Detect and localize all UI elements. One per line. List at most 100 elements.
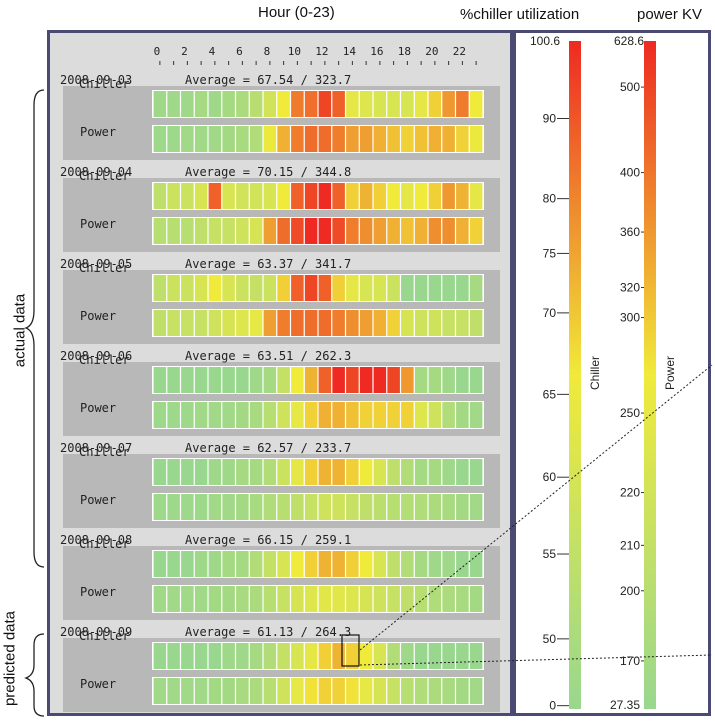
power-cell[interactable] bbox=[359, 218, 373, 244]
chiller-cell[interactable] bbox=[277, 643, 290, 669]
chiller-cell[interactable] bbox=[414, 459, 428, 485]
power-cell[interactable] bbox=[332, 402, 345, 428]
power-cell[interactable] bbox=[359, 310, 373, 336]
chiller-cell[interactable] bbox=[236, 91, 249, 117]
power-cell[interactable] bbox=[469, 402, 483, 428]
power-cell[interactable] bbox=[181, 310, 194, 336]
chiller-cell[interactable] bbox=[181, 551, 194, 577]
chiller-cell[interactable] bbox=[332, 459, 345, 485]
power-cell[interactable] bbox=[263, 126, 277, 152]
chiller-cell[interactable] bbox=[167, 91, 180, 117]
power-cell[interactable] bbox=[236, 494, 249, 520]
power-cell[interactable] bbox=[222, 494, 235, 520]
power-cell[interactable] bbox=[428, 402, 442, 428]
power-cell[interactable] bbox=[208, 678, 222, 704]
chiller-cell[interactable] bbox=[153, 183, 167, 209]
power-cell[interactable] bbox=[414, 402, 428, 428]
power-cell[interactable] bbox=[401, 218, 414, 244]
chiller-cell[interactable] bbox=[153, 643, 167, 669]
chiller-cell[interactable] bbox=[428, 183, 442, 209]
chiller-cell[interactable] bbox=[469, 551, 483, 577]
power-cell[interactable] bbox=[304, 402, 318, 428]
chiller-cell[interactable] bbox=[428, 643, 442, 669]
power-cell[interactable] bbox=[167, 218, 180, 244]
power-cell[interactable] bbox=[249, 494, 263, 520]
chiller-cell[interactable] bbox=[332, 91, 345, 117]
chiller-cell[interactable] bbox=[181, 183, 194, 209]
chiller-cell[interactable] bbox=[387, 367, 400, 393]
power-cell[interactable] bbox=[263, 402, 277, 428]
chiller-cell[interactable] bbox=[332, 551, 345, 577]
power-cell[interactable] bbox=[194, 218, 208, 244]
power-cell[interactable] bbox=[414, 678, 428, 704]
power-cell[interactable] bbox=[346, 586, 359, 612]
power-cell[interactable] bbox=[249, 310, 263, 336]
power-cell[interactable] bbox=[318, 218, 332, 244]
chiller-cell[interactable] bbox=[222, 183, 235, 209]
power-cell[interactable] bbox=[181, 494, 194, 520]
power-cell[interactable] bbox=[222, 586, 235, 612]
power-cell[interactable] bbox=[373, 310, 387, 336]
power-cell[interactable] bbox=[332, 586, 345, 612]
power-cell[interactable] bbox=[153, 494, 167, 520]
power-cell[interactable] bbox=[387, 126, 400, 152]
power-cell[interactable] bbox=[401, 494, 414, 520]
chiller-cell[interactable] bbox=[208, 643, 222, 669]
power-cell[interactable] bbox=[318, 586, 332, 612]
chiller-cell[interactable] bbox=[222, 367, 235, 393]
chiller-cell[interactable] bbox=[236, 183, 249, 209]
chiller-cell[interactable] bbox=[181, 91, 194, 117]
chiller-cell[interactable] bbox=[277, 551, 290, 577]
chiller-cell[interactable] bbox=[249, 91, 263, 117]
chiller-cell[interactable] bbox=[469, 275, 483, 301]
power-cell[interactable] bbox=[428, 218, 442, 244]
power-cell[interactable] bbox=[373, 402, 387, 428]
power-cell[interactable] bbox=[359, 586, 373, 612]
chiller-cell[interactable] bbox=[291, 275, 304, 301]
power-cell[interactable] bbox=[456, 586, 469, 612]
chiller-cell[interactable] bbox=[373, 459, 387, 485]
chiller-cell[interactable] bbox=[291, 459, 304, 485]
chiller-cell[interactable] bbox=[304, 91, 318, 117]
power-cell[interactable] bbox=[291, 402, 304, 428]
power-cell[interactable] bbox=[181, 218, 194, 244]
power-cell[interactable] bbox=[167, 494, 180, 520]
chiller-cell[interactable] bbox=[194, 91, 208, 117]
power-cell[interactable] bbox=[208, 126, 222, 152]
chiller-cell[interactable] bbox=[318, 183, 332, 209]
power-cell[interactable] bbox=[291, 678, 304, 704]
power-cell[interactable] bbox=[153, 126, 167, 152]
power-cell[interactable] bbox=[304, 126, 318, 152]
power-cell[interactable] bbox=[222, 126, 235, 152]
power-cell[interactable] bbox=[318, 310, 332, 336]
chiller-cell[interactable] bbox=[153, 91, 167, 117]
power-cell[interactable] bbox=[194, 494, 208, 520]
chiller-cell[interactable] bbox=[153, 459, 167, 485]
power-cell[interactable] bbox=[181, 126, 194, 152]
power-cell[interactable] bbox=[456, 494, 469, 520]
power-cell[interactable] bbox=[401, 310, 414, 336]
chiller-cell[interactable] bbox=[469, 183, 483, 209]
chiller-cell[interactable] bbox=[318, 275, 332, 301]
power-cell[interactable] bbox=[456, 218, 469, 244]
power-cell[interactable] bbox=[428, 494, 442, 520]
power-cell[interactable] bbox=[249, 126, 263, 152]
power-cell[interactable] bbox=[263, 310, 277, 336]
chiller-cell[interactable] bbox=[277, 367, 290, 393]
chiller-cell[interactable] bbox=[359, 275, 373, 301]
chiller-cell[interactable] bbox=[263, 183, 277, 209]
power-cell[interactable] bbox=[414, 218, 428, 244]
chiller-cell[interactable] bbox=[304, 367, 318, 393]
chiller-cell[interactable] bbox=[359, 459, 373, 485]
power-cell[interactable] bbox=[442, 218, 455, 244]
power-cell[interactable] bbox=[167, 586, 180, 612]
chiller-cell[interactable] bbox=[373, 643, 387, 669]
power-cell[interactable] bbox=[167, 310, 180, 336]
chiller-cell[interactable] bbox=[414, 551, 428, 577]
chiller-cell[interactable] bbox=[222, 275, 235, 301]
power-cell[interactable] bbox=[428, 126, 442, 152]
chiller-cell[interactable] bbox=[236, 551, 249, 577]
power-cell[interactable] bbox=[401, 402, 414, 428]
power-cell[interactable] bbox=[414, 586, 428, 612]
power-cell[interactable] bbox=[222, 678, 235, 704]
